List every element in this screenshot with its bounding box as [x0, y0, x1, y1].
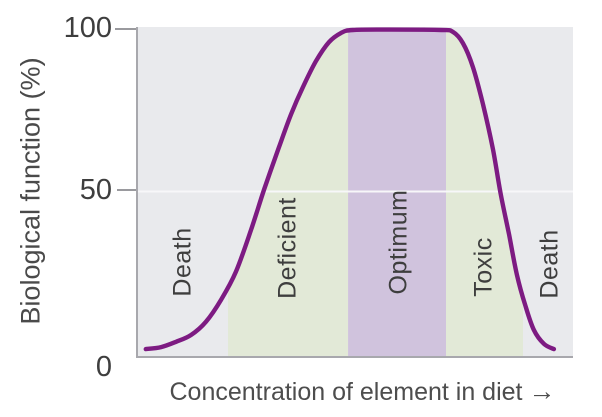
- zone-label-death-right: Death: [535, 229, 564, 299]
- curve-and-zones-svg: [138, 27, 573, 356]
- x-axis-title: Concentration of element in diet →: [140, 376, 585, 407]
- right-arrow-icon: →: [528, 376, 556, 406]
- biological-function-curve: [143, 27, 557, 352]
- y-tick-mark-50: [117, 189, 136, 191]
- zone-label-death-left: Death: [168, 227, 197, 297]
- plot-area: Death Deficient Optimum Toxic Death: [136, 27, 573, 358]
- zone-band-optimum-2: [348, 29, 446, 356]
- y-tick-label-100: 100: [63, 12, 112, 44]
- zone-label-toxic: Toxic: [469, 237, 498, 297]
- y-tick-label-50: 50: [79, 174, 112, 206]
- x-axis-title-text: Concentration of element in diet: [169, 378, 523, 406]
- y-tick-mark-100: [115, 28, 136, 30]
- y-tick-label-0: 0: [95, 351, 112, 383]
- zone-label-optimum: Optimum: [384, 189, 413, 295]
- zone-label-deficient: Deficient: [273, 197, 302, 299]
